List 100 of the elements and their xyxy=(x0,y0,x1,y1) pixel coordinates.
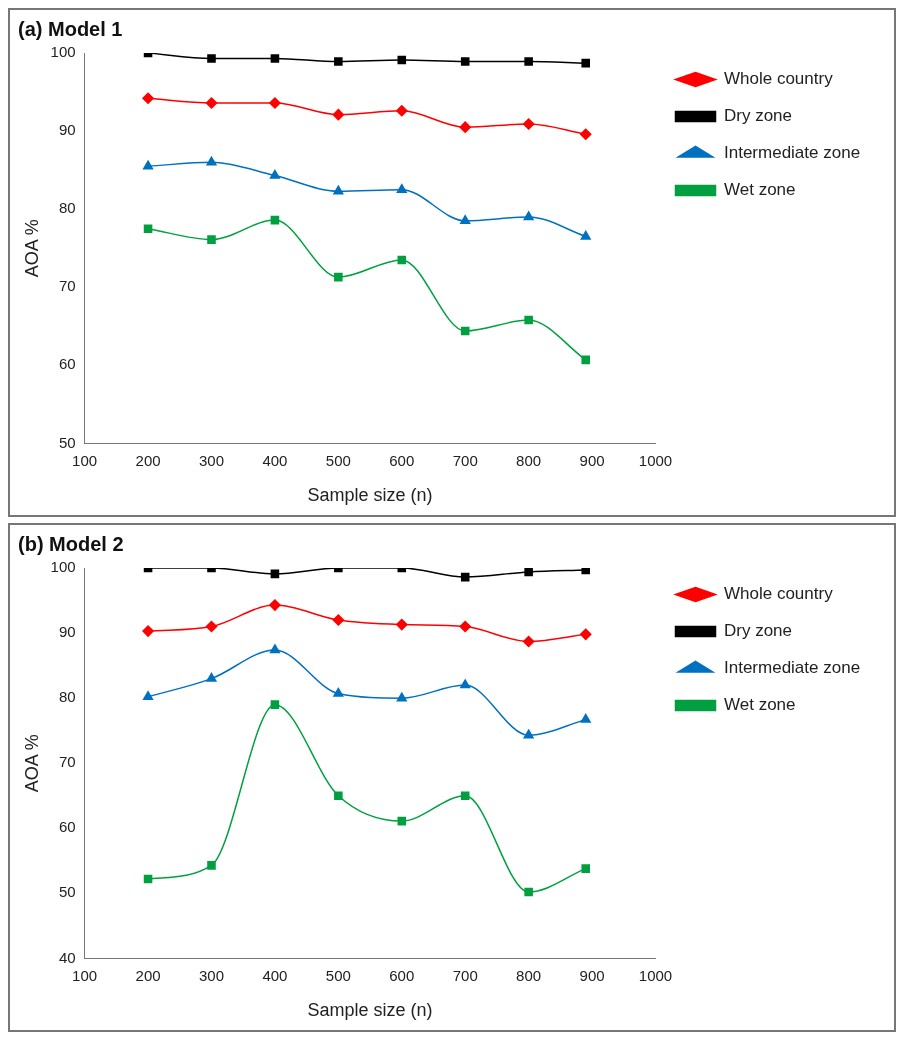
point xyxy=(207,235,216,244)
point xyxy=(460,679,471,689)
point xyxy=(524,315,533,325)
point xyxy=(269,599,281,611)
point xyxy=(459,620,471,633)
legend-label: Dry zone xyxy=(724,106,793,126)
legend-label: Whole country xyxy=(724,584,834,604)
y-tick-label: 50 xyxy=(58,433,76,451)
x-tick-label: 900 xyxy=(579,451,605,469)
x-tick-label: 400 xyxy=(262,966,288,984)
y-tick-label: 60 xyxy=(58,818,76,836)
y-tick-label: 60 xyxy=(58,355,76,373)
point xyxy=(270,700,280,709)
x-axis-title: Sample size (n) xyxy=(307,1000,433,1021)
point xyxy=(580,230,591,240)
x-tick-label: 200 xyxy=(135,966,161,984)
point xyxy=(269,644,280,654)
point xyxy=(523,211,534,221)
legend-label: Whole country xyxy=(724,69,834,89)
x-tick-label: 900 xyxy=(579,966,605,984)
chart-title: (b) Model 2 xyxy=(18,533,125,556)
x-tick-label: 1000 xyxy=(638,451,673,469)
point xyxy=(522,118,535,130)
point xyxy=(459,121,471,133)
point xyxy=(581,864,591,873)
legend-label: Intermediate zone xyxy=(724,143,861,163)
x-axis-title: Sample size (n) xyxy=(307,485,433,506)
x-tick-label: 700 xyxy=(452,451,478,469)
point xyxy=(207,54,216,63)
point xyxy=(397,55,407,65)
point xyxy=(396,105,408,117)
point xyxy=(142,691,154,701)
point xyxy=(460,791,470,801)
y-tick-label: 80 xyxy=(58,199,76,217)
point xyxy=(270,215,280,225)
point xyxy=(142,160,154,170)
x-tick-label: 1000 xyxy=(638,966,673,984)
x-tick-label: 100 xyxy=(72,966,98,984)
x-tick-label: 800 xyxy=(516,451,542,469)
y-axis-title: AOA % xyxy=(21,219,42,278)
y-tick-label: 50 xyxy=(58,883,76,901)
x-tick-label: 100 xyxy=(72,451,98,469)
point xyxy=(333,687,344,697)
y-tick-label: 100 xyxy=(50,558,76,576)
point xyxy=(270,569,280,579)
x-tick-label: 200 xyxy=(135,451,161,469)
point xyxy=(205,97,218,109)
point xyxy=(270,54,280,63)
point xyxy=(460,326,470,336)
point xyxy=(333,185,344,195)
point xyxy=(524,57,533,66)
x-tick-label: 500 xyxy=(325,966,351,984)
point xyxy=(523,729,534,739)
y-tick-label: 80 xyxy=(58,688,76,706)
point xyxy=(205,620,218,633)
point xyxy=(143,874,153,884)
x-tick-label: 600 xyxy=(389,966,415,984)
point xyxy=(522,635,535,648)
y-axis-title: AOA % xyxy=(21,734,42,793)
point xyxy=(206,156,217,166)
point xyxy=(332,614,345,626)
x-tick-label: 600 xyxy=(389,451,415,469)
point xyxy=(524,568,533,577)
point xyxy=(581,568,591,575)
point xyxy=(579,128,592,140)
point xyxy=(142,625,154,637)
point xyxy=(269,97,281,109)
point xyxy=(579,628,592,641)
point xyxy=(396,183,407,193)
point xyxy=(334,57,343,66)
y-tick-label: 70 xyxy=(58,753,76,771)
point xyxy=(396,618,408,631)
y-tick-label: 40 xyxy=(58,948,76,966)
point xyxy=(460,572,470,582)
legend-label: Dry zone xyxy=(724,621,793,641)
legend-label: Wet zone xyxy=(724,695,796,715)
point xyxy=(143,224,153,233)
point xyxy=(206,672,217,682)
point xyxy=(581,355,591,365)
y-tick-label: 90 xyxy=(58,623,76,641)
y-tick-label: 100 xyxy=(50,43,76,61)
legend-label: Intermediate zone xyxy=(724,658,861,678)
x-tick-label: 800 xyxy=(516,966,542,984)
point xyxy=(460,57,470,66)
y-tick-label: 70 xyxy=(58,277,76,295)
point xyxy=(207,861,216,870)
chart-title: (a) Model 1 xyxy=(18,18,124,41)
point xyxy=(460,215,471,225)
x-tick-label: 300 xyxy=(198,966,224,984)
y-tick-label: 90 xyxy=(58,121,76,139)
point xyxy=(334,272,343,282)
point xyxy=(397,816,407,826)
point xyxy=(524,887,533,897)
x-tick-label: 400 xyxy=(262,451,288,469)
point xyxy=(581,58,591,68)
point xyxy=(397,255,407,265)
point xyxy=(396,692,407,702)
x-tick-label: 500 xyxy=(325,451,351,469)
point xyxy=(332,108,345,121)
point xyxy=(334,791,343,801)
